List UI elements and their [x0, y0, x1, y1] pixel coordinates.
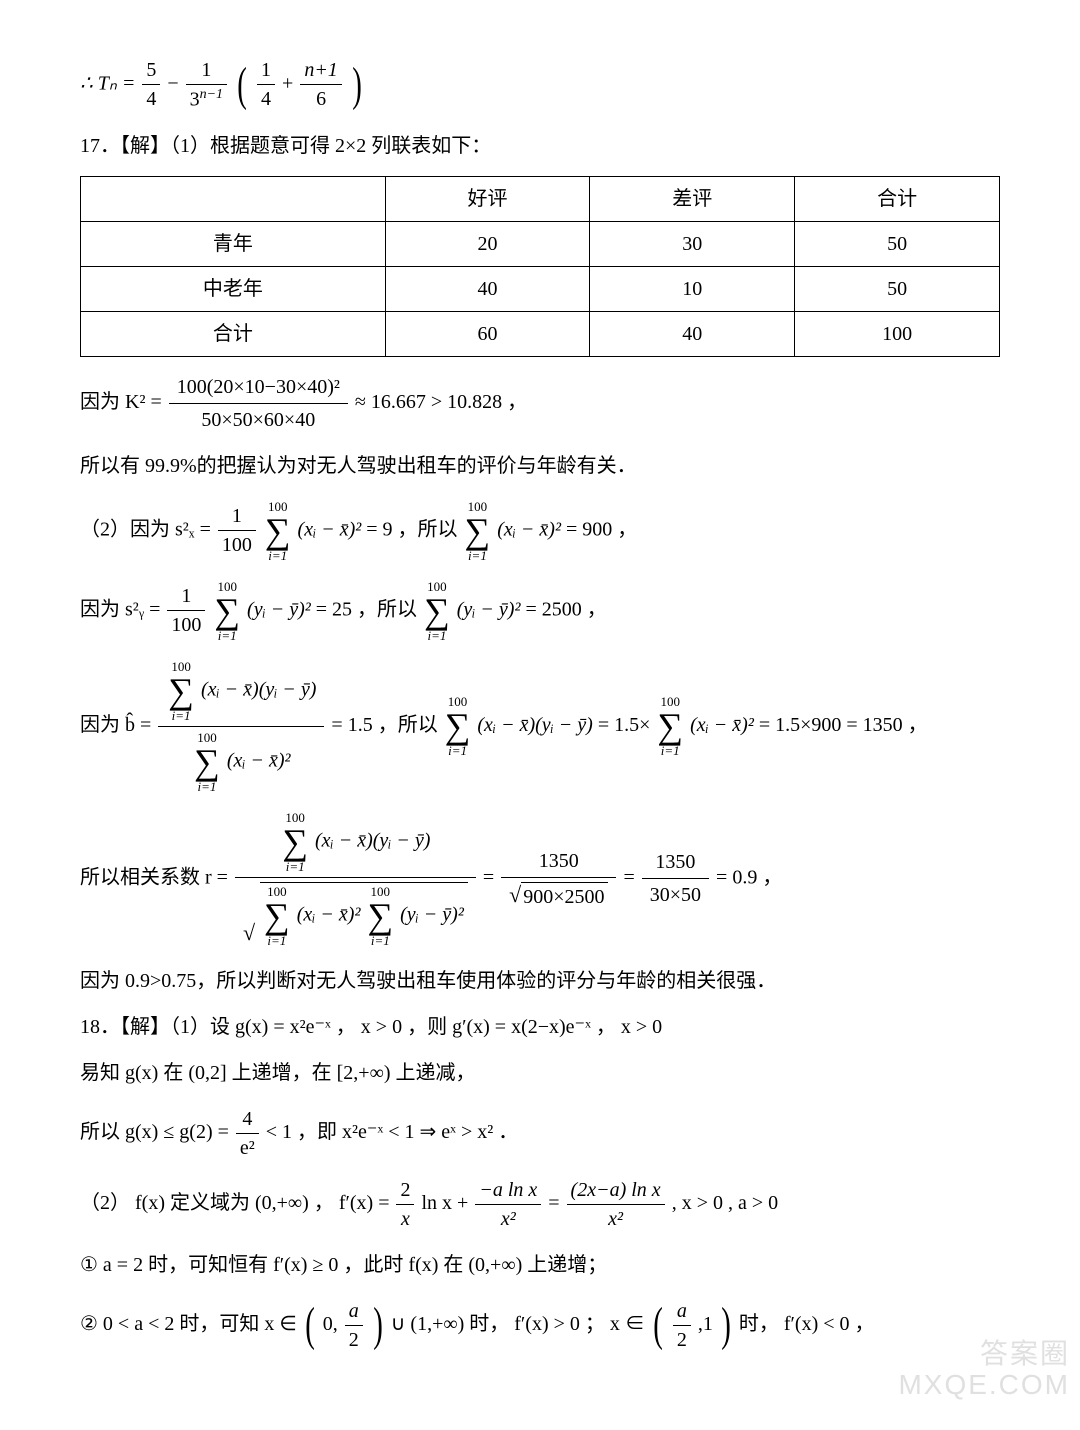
eq-Tn-coef: 1 3n−1 [186, 58, 227, 112]
q18-line6: ② 0 < a < 2 时，可知 x ∈ ( 0, a 2 ) ∪ (1,+∞)… [80, 1299, 1000, 1352]
sigma-icon: 100 ∑ i=1 [424, 580, 450, 642]
sigma-icon: 100 ∑ i=1 [168, 660, 194, 722]
eq-K2-prefix: 因为 K² = [80, 391, 162, 413]
eq-Tn-frac1: 5 4 [142, 58, 160, 111]
sigma-icon: 100 ∑ i=1 [465, 500, 491, 562]
eq-sy: 因为 s²ᵧ = 1 100 100 ∑ i=1 (yᵢ − ȳ)² = 25 … [80, 580, 1000, 642]
table-row: 合计 60 40 100 [81, 311, 1000, 356]
sigma-icon: 100 ∑ i=1 [214, 580, 240, 642]
page-root: ∴ Tₙ = 5 4 − 1 3n−1 ( 1 4 + n+1 6 ) 17．【… [0, 0, 1080, 1430]
plus: + [282, 72, 293, 94]
eq-Tn-prefix: ∴ Tₙ = [80, 72, 135, 94]
sqrt-icon: √900×2500 [509, 882, 608, 909]
eq-Tn: ∴ Tₙ = 5 4 − 1 3n−1 ( 1 4 + n+1 6 ) [80, 58, 1000, 112]
sigma-icon: 100 ∑ i=1 [445, 695, 471, 757]
table-header-row: 好评 差评 合计 [81, 176, 1000, 221]
eq-K2-frac: 100(20×10−30×40)² 50×50×60×40 [169, 375, 348, 432]
eq-Tn-innerA: 1 4 [257, 58, 275, 111]
eq-bhat: 因为 b̂ = 100 ∑ i=1 (xᵢ − x̄)(yᵢ − ȳ) 100 … [80, 660, 1000, 793]
q18-line5: ① a = 2 时，可知恒有 f′(x) ≥ 0 ，此时 f(x) 在 (0,+… [80, 1249, 1000, 1281]
eq-r-prefix: 所以相关系数 r = [80, 866, 228, 888]
minus: − [167, 72, 178, 94]
eq-r: 所以相关系数 r = 100 ∑ i=1 (xᵢ − x̄)(yᵢ − ȳ) √… [80, 811, 1000, 947]
eq-Tn-innerB: n+1 6 [300, 58, 342, 111]
th-total: 合计 [795, 176, 1000, 221]
eq-sx: （2）因为 s²ₓ = 1 100 100 ∑ i=1 (xᵢ − x̄)² =… [80, 500, 1000, 562]
sigma-icon: 100 ∑ i=1 [657, 695, 683, 757]
eq-K2: 因为 K² = 100(20×10−30×40)² 50×50×60×40 ≈ … [80, 375, 1000, 432]
table-row: 青年 20 30 50 [81, 221, 1000, 266]
sigma-icon: 100 ∑ i=1 [265, 500, 291, 562]
sigma-icon: 100 ∑ i=1 [194, 731, 220, 793]
th-good: 好评 [385, 176, 590, 221]
q17-heading: 17．【解】（1）根据题意可得 2×2 列联表如下： [80, 130, 1000, 162]
eq-r-frac2: 1350 √900×2500 [501, 849, 616, 909]
th-bad: 差评 [590, 176, 795, 221]
eq-r-frac3: 1350 30×50 [642, 850, 709, 907]
lparen-icon: ( [653, 1306, 663, 1344]
rparen-icon: ) [373, 1306, 383, 1344]
eq-sx-prefix: （2）因为 s²ₓ = [80, 518, 211, 540]
rparen-icon: ) [721, 1306, 731, 1344]
eq-bhat-prefix: 因为 b̂ = [80, 714, 151, 736]
q17-conclusion1: 所以有 99.9%的把握认为对无人驾驶出租车的评价与年龄有关． [80, 450, 1000, 482]
q18-line4: （2） f(x) 定义域为 (0,+∞) ， f′(x) = 2 x ln x … [80, 1178, 1000, 1231]
q18-line3: 所以 g(x) ≤ g(2) = 4 e² < 1 ，即 x²e⁻ˣ < 1 ⇒… [80, 1107, 1000, 1160]
table-row: 中老年 40 10 50 [81, 266, 1000, 311]
lparen-icon: ( [305, 1306, 315, 1344]
q18-line1: 18．【解】（1）设 g(x) = x²e⁻ˣ ， x > 0 ，则 g′(x)… [80, 1011, 1000, 1043]
lparen-icon: ( [237, 66, 247, 104]
q18-line2: 易知 g(x) 在 (0,2] 上递增，在 [2,+∞) 上递减， [80, 1057, 1000, 1089]
rparen-icon: ) [352, 66, 362, 104]
eq-bhat-frac: 100 ∑ i=1 (xᵢ − x̄)(yᵢ − ȳ) 100 ∑ i=1 (x… [158, 660, 324, 793]
eq-r-frac1: 100 ∑ i=1 (xᵢ − x̄)(yᵢ − ȳ) √ 100 ∑ i=1 [235, 811, 476, 947]
sqrt-icon: √ 100 ∑ i=1 (xᵢ − x̄)² 100 ∑ i=1 [243, 882, 468, 947]
eq-K2-tail: ≈ 16.667 > 10.828 ， [355, 391, 527, 413]
sigma-icon: 100 ∑ i=1 [367, 885, 393, 947]
th-blank [81, 176, 386, 221]
sigma-icon: 100 ∑ i=1 [264, 885, 290, 947]
sigma-icon: 100 ∑ i=1 [282, 811, 308, 873]
q17-conclusion2: 因为 0.9>0.75，所以判断对无人驾驶出租车使用体验的评分与年龄的相关很强． [80, 965, 1000, 997]
eq-sy-prefix: 因为 s²ᵧ = [80, 598, 160, 620]
contingency-table: 好评 差评 合计 青年 20 30 50 中老年 40 10 50 合计 60 … [80, 176, 1000, 357]
